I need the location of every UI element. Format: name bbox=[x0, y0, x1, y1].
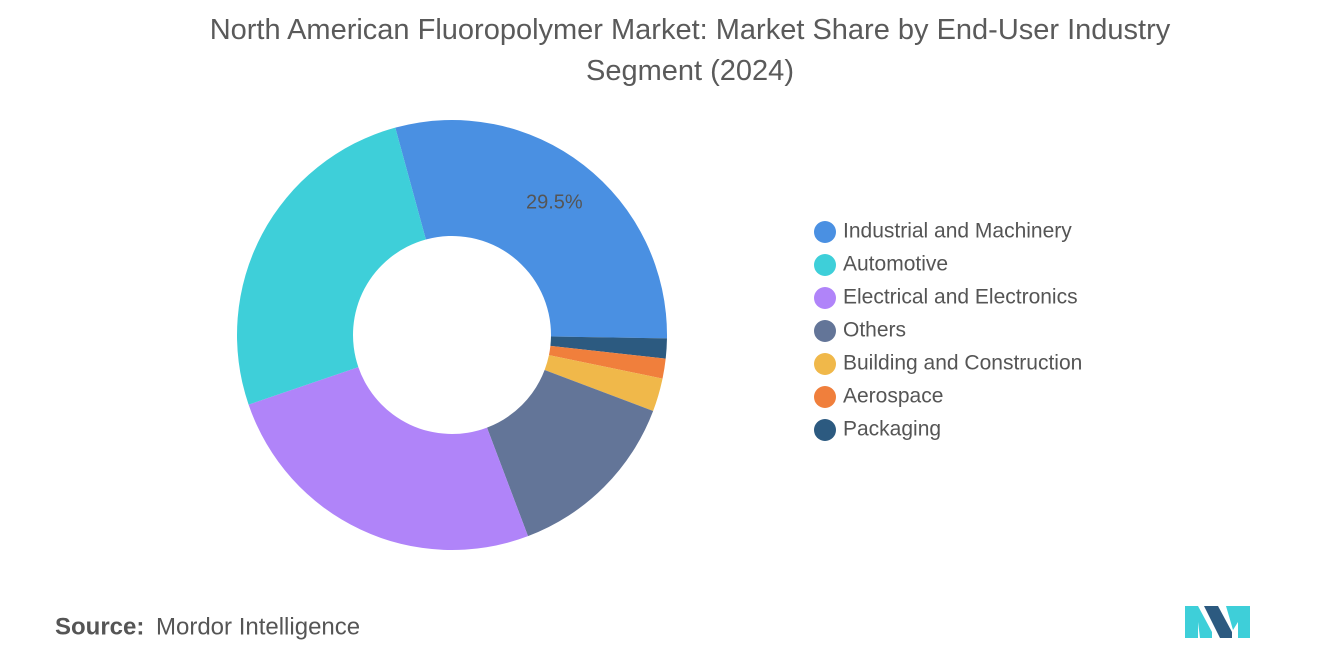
legend-swatch bbox=[814, 254, 836, 276]
slice bbox=[544, 355, 663, 411]
value-label: 29.5% bbox=[526, 191, 583, 213]
slice bbox=[236, 127, 426, 405]
slice bbox=[550, 336, 667, 359]
donut: 29.5% bbox=[236, 120, 667, 550]
legend-label: Others bbox=[843, 319, 906, 342]
legend-label: Packaging bbox=[843, 418, 941, 441]
legend-swatch bbox=[814, 353, 836, 375]
slice bbox=[248, 367, 528, 550]
legend-label: Industrial and Machinery bbox=[843, 220, 1072, 243]
legend-swatch bbox=[814, 287, 836, 309]
logo bbox=[1185, 606, 1250, 638]
legend: Industrial and Machinery Automotive Electr… bbox=[814, 220, 1082, 441]
legend-label: Building and Construction bbox=[843, 352, 1082, 375]
legend-label: Aerospace bbox=[843, 385, 943, 408]
slice bbox=[486, 369, 654, 537]
legend-swatch bbox=[814, 419, 836, 441]
source: Mordor Intelligence bbox=[156, 613, 360, 640]
legend-label: Electrical and Electronics bbox=[843, 286, 1078, 309]
source-label: Source: bbox=[55, 613, 144, 640]
slice bbox=[548, 345, 666, 379]
slice bbox=[395, 120, 667, 339]
legend-swatch bbox=[814, 386, 836, 408]
legend-swatch bbox=[814, 221, 836, 243]
chart-title: North American Fluoropolymer Market: Mar… bbox=[209, 14, 1171, 87]
legend-label: Automotive bbox=[843, 253, 948, 276]
legend-swatch bbox=[814, 320, 836, 342]
